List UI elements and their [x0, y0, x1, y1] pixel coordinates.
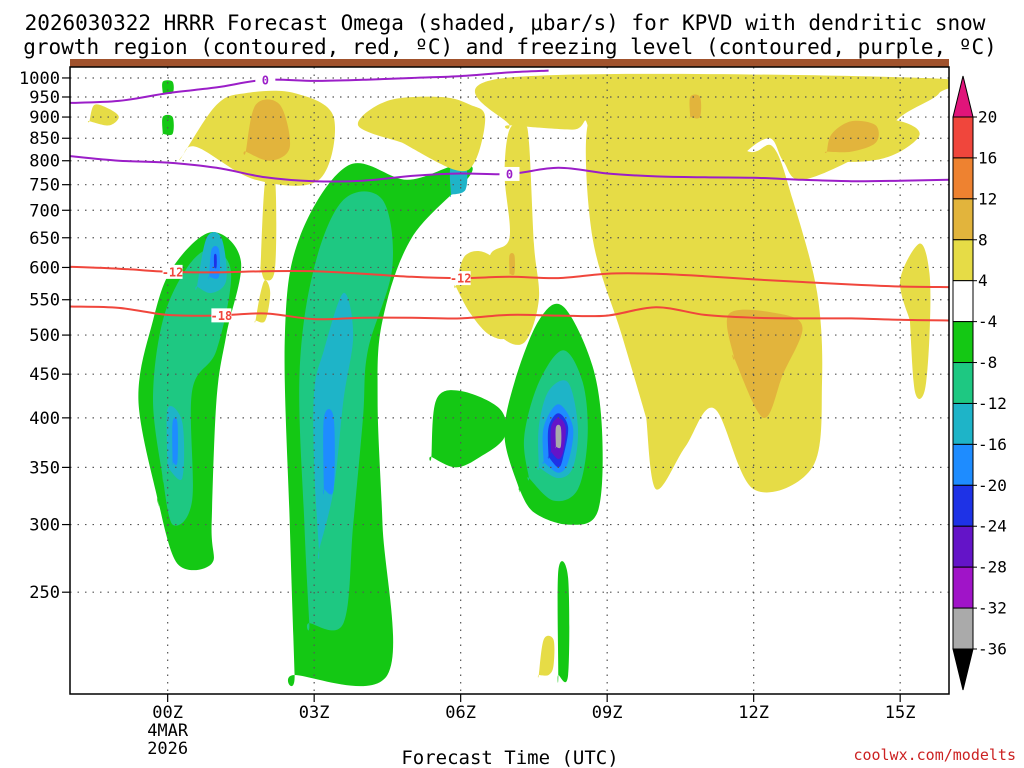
- pressure-tick-label: 750: [29, 176, 60, 196]
- colorbar-tick-label: -16: [978, 435, 1007, 454]
- colorbar-tick-label: -24: [978, 517, 1007, 536]
- pressure-tick-label: 700: [29, 201, 60, 221]
- pressure-tick-label: 500: [29, 326, 60, 346]
- time-tick-label: 12Z: [738, 703, 769, 723]
- colorbar-tick-label: 4: [978, 271, 988, 290]
- omega-region: [87, 104, 119, 126]
- colorbar-band: [952, 362, 974, 404]
- pressure-tick-label: 450: [29, 365, 60, 385]
- chart-title-line-1: 2026030322 HRRR Forecast Omega (shaded, …: [25, 11, 986, 35]
- pressure-tick-label: 800: [29, 152, 60, 172]
- credit-link[interactable]: coolwx.com/modelts: [853, 746, 1016, 764]
- pressure-tick-label: 950: [29, 88, 60, 108]
- colorbar-band: [952, 321, 974, 364]
- omega-region: [726, 309, 803, 419]
- omega-region: [537, 635, 555, 678]
- omega-region: [689, 94, 702, 119]
- pressure-tick-label: 550: [29, 291, 60, 311]
- colorbar-tick-label: -20: [978, 476, 1007, 495]
- omega-region: [162, 80, 174, 94]
- pressure-axis: 2503003504004505005506006507007508008509…: [19, 69, 70, 603]
- omega-region: [429, 390, 507, 468]
- pressure-tick-label: 250: [29, 583, 60, 603]
- colorbar-band: [952, 566, 974, 609]
- ground-surface: [70, 59, 949, 67]
- omega-region: [243, 99, 291, 161]
- freezing-contour: [70, 69, 549, 104]
- colorbar-top-arrow: [952, 75, 974, 118]
- colorbar-band: [952, 280, 974, 323]
- omega-region: [900, 243, 931, 399]
- x-axis-label: Forecast Time (UTC): [401, 747, 618, 768]
- date-label-year: 2026: [147, 739, 188, 759]
- colorbar-band: [952, 198, 974, 241]
- colorbar-tick-label: -8: [978, 353, 997, 372]
- colorbar-tick-label: -32: [978, 599, 1007, 618]
- omega-region: [162, 114, 174, 136]
- colorbar: 20 16 12 8 4 -4 -8 -12 -16 -20 -24 -28 -32 -36: [952, 75, 1007, 691]
- pressure-tick-label: 350: [29, 458, 60, 478]
- colorbar-band: [952, 443, 974, 486]
- colorbar-bottom-arrow: [952, 648, 974, 691]
- colorbar-tick-label: -28: [978, 558, 1007, 577]
- omega-region: [557, 561, 570, 683]
- pressure-tick-label: 600: [29, 258, 60, 278]
- pressure-tick-label: 900: [29, 108, 60, 128]
- pressure-tick-label: 400: [29, 409, 60, 429]
- pressure-tick-label: 850: [29, 129, 60, 149]
- omega-region: [555, 424, 562, 449]
- pressure-tick-label: 300: [29, 516, 60, 536]
- time-tick-label: 00Z: [152, 703, 183, 723]
- colorbar-tick-label: 8: [978, 230, 988, 249]
- colorbar-tick-label: -12: [978, 394, 1007, 413]
- omega-region: [172, 417, 178, 466]
- dgz-contour-label: -12: [162, 265, 184, 279]
- colorbar-tick-label: 12: [978, 189, 997, 208]
- omega-region: [454, 250, 521, 340]
- dgz-contour-label-bg: [450, 271, 471, 286]
- colorbar-tick-label: 16: [978, 148, 997, 167]
- omega-region: [213, 253, 217, 269]
- time-tick-label: 09Z: [592, 703, 623, 723]
- colorbar-tick-label: 20: [978, 108, 997, 127]
- dgz-contour-label: -12: [450, 272, 472, 286]
- date-label-day: 4MAR: [147, 721, 189, 741]
- time-tick-label: 15Z: [885, 703, 916, 723]
- contour-labels: -18 -12 -12 0 0: [162, 72, 520, 323]
- colorbar-tick-label: -36: [978, 640, 1007, 659]
- dgz-contour-label: -18: [211, 309, 233, 323]
- colorbar-band: [952, 116, 974, 159]
- dgz-contour: [70, 265, 949, 289]
- colorbar-band: [952, 402, 974, 445]
- time-tick-label: 06Z: [445, 703, 476, 723]
- freezing-contour-label-bg: [255, 72, 276, 87]
- plot-frame: [69, 66, 950, 695]
- colorbar-tick-label: -4: [978, 312, 997, 331]
- freezing-contour-label: 0: [506, 167, 513, 181]
- colorbar-band: [952, 157, 974, 200]
- colorbar-band: [952, 239, 974, 282]
- ground-strip: [70, 59, 949, 67]
- omega-shading: [87, 73, 949, 687]
- omega-region: [824, 120, 879, 153]
- omega-region: [323, 408, 335, 495]
- dgz-contour-label-bg: [162, 264, 183, 279]
- omega-region: [585, 117, 823, 493]
- omega-region: [357, 96, 486, 172]
- freezing-contour-label: 0: [262, 73, 269, 87]
- colorbar-band: [952, 607, 974, 650]
- omega-region: [254, 280, 271, 323]
- colorbar-band: [952, 525, 974, 568]
- chart-title-line-2: growth region (contoured, red, ºC) and f…: [23, 35, 997, 59]
- pressure-tick-label: 1000: [19, 69, 60, 89]
- pressure-tick-label: 650: [29, 229, 60, 249]
- freezing-contour-label-bg: [499, 166, 520, 181]
- omega-region: [259, 168, 277, 281]
- colorbar-band: [952, 484, 974, 527]
- omega-region: [509, 252, 515, 276]
- dgz-contour-label-bg: [211, 308, 232, 323]
- time-tick-label: 03Z: [299, 703, 330, 723]
